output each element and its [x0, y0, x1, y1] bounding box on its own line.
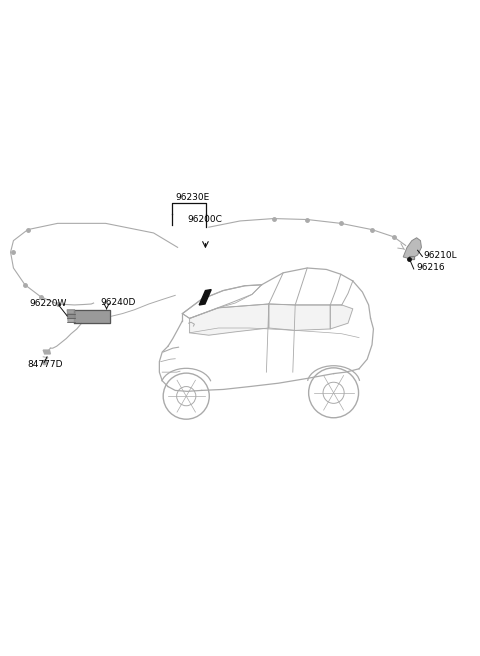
Polygon shape: [409, 256, 414, 259]
Polygon shape: [67, 314, 75, 322]
Text: 96200C: 96200C: [187, 215, 222, 224]
Text: 96230E: 96230E: [176, 194, 210, 202]
Polygon shape: [67, 310, 75, 318]
Polygon shape: [74, 310, 110, 323]
Text: 96216: 96216: [417, 264, 445, 272]
Polygon shape: [330, 305, 353, 329]
Text: 96220W: 96220W: [30, 299, 67, 308]
Polygon shape: [269, 304, 330, 331]
Text: 84777D: 84777D: [28, 360, 63, 369]
Text: 96240D: 96240D: [101, 298, 136, 307]
Text: 96210L: 96210L: [423, 251, 457, 260]
Polygon shape: [199, 289, 211, 305]
Polygon shape: [43, 350, 50, 354]
Polygon shape: [403, 237, 421, 259]
Polygon shape: [190, 304, 269, 335]
